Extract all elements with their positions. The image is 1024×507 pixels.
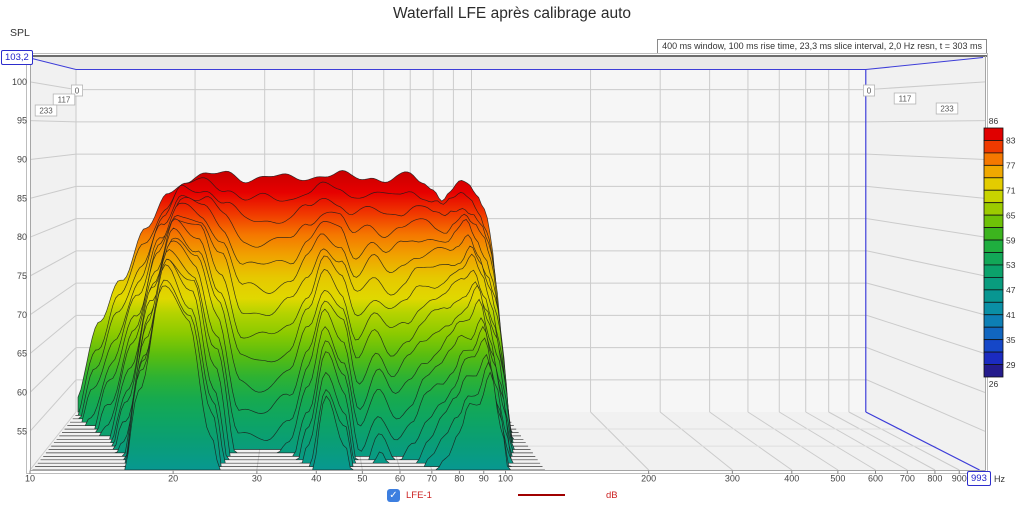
freq-tick-label: 400: [784, 474, 799, 484]
freq-tick-label: 200: [641, 474, 656, 484]
colorbar-tick-label: 71: [1006, 185, 1016, 195]
cursor-spl-readout: 103,2: [1, 50, 33, 65]
trace-name-label[interactable]: LFE-1: [406, 490, 432, 501]
freq-tick-label: 300: [725, 474, 740, 484]
freq-tick-label: 10: [25, 474, 35, 484]
freq-tick-label: 60: [395, 474, 405, 484]
spl-tick-label: 75: [17, 271, 27, 281]
spl-tick-label: 70: [17, 310, 27, 320]
waterfall-surface: [32, 170, 545, 471]
freq-tick-label: 700: [900, 474, 915, 484]
time-tick-label: 117: [899, 95, 912, 104]
spl-tick-label: 80: [17, 232, 27, 242]
spl-tick-label: 55: [17, 426, 27, 436]
freq-tick-label: 800: [927, 474, 942, 484]
freq-tick-label: 20: [168, 474, 178, 484]
colorbar-tick-label: 53: [1006, 260, 1016, 270]
colorbar-tick-label: 29: [1006, 360, 1016, 370]
spl-tick-label: 100: [12, 77, 27, 87]
spl-tick-label: 65: [17, 349, 27, 359]
cursor-freq-readout: 993: [967, 471, 991, 486]
trace-unit-label: dB: [606, 490, 618, 501]
trace-checkbox[interactable]: ✓: [387, 489, 400, 502]
freq-tick-label: 100: [498, 474, 513, 484]
spl-colorbar: 86 26 83 77 71 65 59 53 47 41 35 29: [983, 116, 1016, 389]
colorbar-tick-label: 41: [1006, 310, 1016, 320]
time-tick-label: 233: [940, 105, 954, 114]
trace-color-swatch: [518, 494, 565, 496]
colorbar-tick-label: 65: [1006, 210, 1016, 220]
colorbar-tick-label: 35: [1006, 335, 1016, 345]
cursor-freq-line: [865, 69, 980, 471]
time-tick-label: 117: [58, 96, 71, 105]
spl-tick-label: 95: [17, 116, 27, 126]
chart-title: Waterfall LFE après calibrage auto: [392, 5, 632, 22]
freq-tick-label: 50: [357, 474, 367, 484]
colorbar-tick-label: 77: [1006, 161, 1016, 171]
spl-axis-ticks: 55 60 65 70 75 80 85 90 95 100: [12, 77, 27, 436]
colorbar-max-label: 86: [989, 116, 999, 126]
freq-axis-ticks: 10 20 30 40 50 60 70 80 90 100 200 300 400 500 600 700 8…: [25, 470, 967, 484]
colorbar-tick-label: 83: [1006, 136, 1016, 146]
freq-tick-label: 70: [427, 474, 437, 484]
time-wall-labels: 0 0 117 117 233 233: [34, 84, 959, 117]
freq-tick-label: 40: [311, 474, 321, 484]
freq-tick-label: 600: [868, 474, 883, 484]
freq-tick-label: 90: [479, 474, 489, 484]
freq-tick-label: 900: [952, 474, 967, 484]
time-tick-label: 233: [39, 107, 53, 116]
time-tick-label: 0: [75, 87, 80, 96]
freq-tick-label: 30: [252, 474, 262, 484]
colorbar-min-label: 26: [989, 379, 999, 389]
freq-axis-unit: Hz: [994, 474, 1005, 484]
spl-tick-label: 90: [17, 155, 27, 165]
spl-tick-label: 85: [17, 193, 27, 203]
trace-legend: ✓ LFE-1 dB: [0, 488, 1024, 504]
colorbar-tick-label: 59: [1006, 235, 1016, 245]
freq-tick-label: 80: [454, 474, 464, 484]
colorbar-tick-label: 47: [1006, 285, 1016, 295]
spl-tick-label: 60: [17, 387, 27, 397]
spl-axis-label: SPL: [10, 27, 30, 39]
freq-tick-label: 500: [830, 474, 845, 484]
time-tick-label: 0: [867, 87, 872, 96]
